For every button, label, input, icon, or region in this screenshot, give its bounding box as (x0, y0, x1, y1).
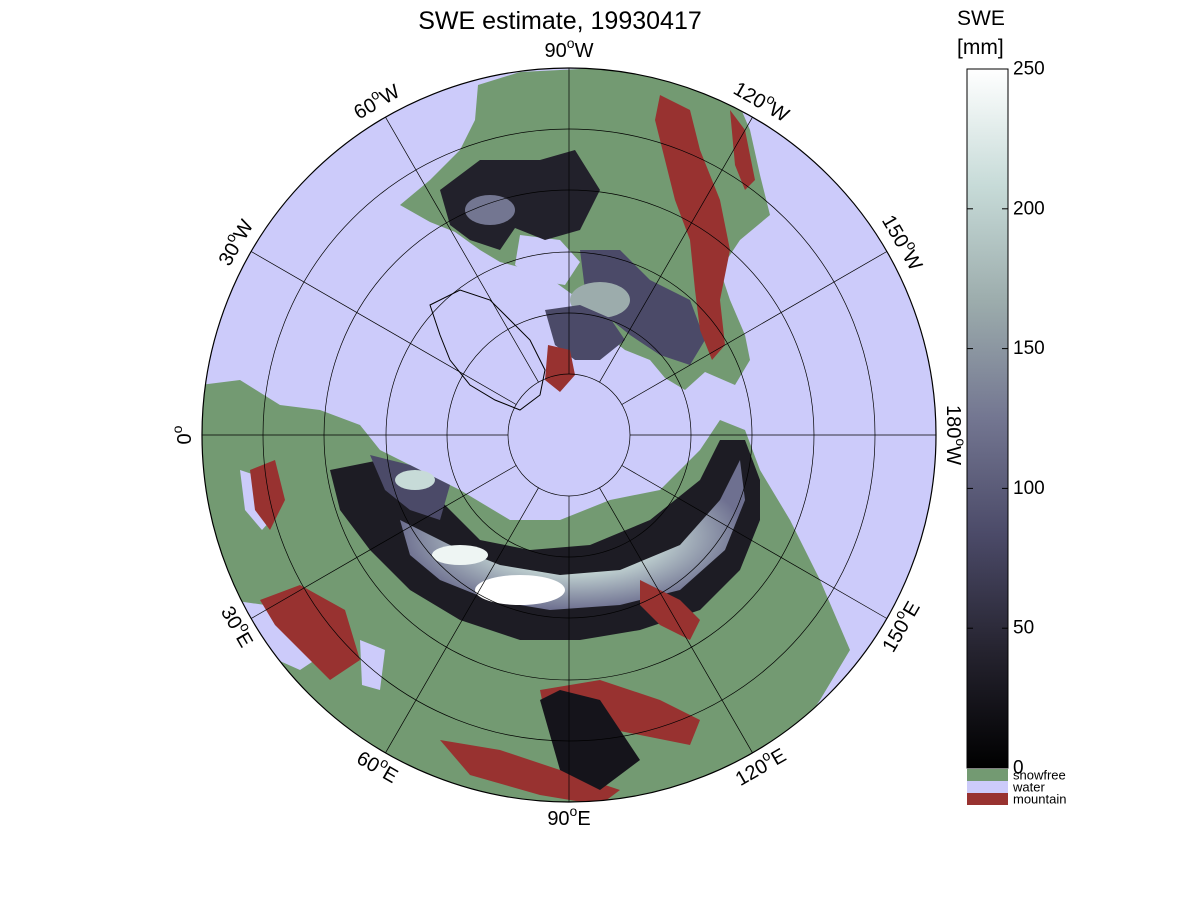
hemisphere-suffix: W (942, 446, 964, 465)
colorbar-tick-label: 100 (1013, 478, 1045, 499)
siberia-snow-peak (475, 575, 565, 605)
europe-mountain (250, 460, 285, 530)
degree-symbol: o (570, 803, 578, 819)
degree-symbol: o (953, 438, 969, 446)
category-swatch-water (967, 781, 1008, 793)
siberia-snow-light (400, 460, 745, 610)
colorbar-tick-label: 0 (1013, 758, 1024, 779)
colorbar: SWE [mm] 0 50 100 150 200 250 snowfreewatermo… (957, 7, 1066, 807)
meridian-label-180: 180oW (942, 405, 969, 465)
hudson-bay (515, 235, 580, 285)
colorbar-ticks: 0 50 100 150 200 250 (967, 59, 1045, 779)
greenland-coast (429, 289, 546, 411)
arctic-island-mountain (545, 345, 575, 392)
colorbar-tick-label: 50 (1013, 618, 1034, 639)
meridian-line-60 (385, 116, 539, 383)
meridian-label-value: 180 (942, 405, 964, 438)
colorbar-tick-label: 200 (1013, 198, 1045, 219)
meridian-line-210 (621, 465, 888, 619)
himalaya-mountain (440, 740, 620, 802)
meridian-label-value: 90 (545, 40, 567, 62)
category-label-water: water (1012, 780, 1045, 795)
north-america-snow-mid (465, 195, 515, 225)
meridian-line-120 (599, 116, 753, 383)
siberia-snow-peak-2 (432, 545, 488, 565)
map-boundary (201, 67, 937, 803)
meridian-label-value: 60 (353, 747, 383, 777)
meridian-label-value: 0 (174, 433, 196, 444)
scandinavia-snow-light (395, 470, 435, 490)
meridian-line-150 (621, 251, 888, 405)
hemisphere-suffix: E (768, 744, 791, 770)
meridian-label-value: 90 (547, 808, 569, 830)
north-america-snow (440, 150, 600, 250)
hemisphere-suffix: E (577, 808, 590, 830)
alaska-mountain (730, 110, 755, 190)
hemisphere-suffix: E (231, 629, 257, 652)
category-label-snowfree: snowfree (1013, 768, 1066, 783)
rockies-mountain (655, 95, 730, 360)
graticule (202, 68, 936, 802)
alps-mountain (260, 585, 360, 680)
meridian-label-90: 90oW (545, 35, 594, 62)
meridian-line-30 (250, 251, 517, 405)
degree-symbol: o (169, 425, 185, 433)
colorbar-gradient (966, 68, 1009, 769)
meridian-label-value: 30 (215, 239, 245, 269)
colorbar-tick-label: 250 (1013, 59, 1045, 80)
chart-title: SWE estimate, 19930417 (418, 7, 702, 35)
hemisphere-suffix: W (898, 247, 927, 274)
meridian-label-0: 0o (169, 425, 196, 444)
colorbar-tick-label: 150 (1013, 338, 1045, 359)
hemisphere-suffix: W (575, 40, 594, 62)
polar-map (202, 68, 936, 802)
colorbar-title-line1: SWE (957, 7, 1005, 30)
caspian-sea (360, 640, 385, 690)
meridian-line-330 (250, 465, 517, 619)
category-swatch-snowfree (967, 769, 1008, 781)
hemisphere-suffix: W (376, 81, 403, 110)
colorbar-title-line2: [mm] (957, 36, 1004, 59)
meridian-label-270: 90oE (547, 803, 590, 830)
degree-symbol: o (567, 35, 575, 51)
meridian-line-240 (599, 487, 753, 754)
category-label-mountain: mountain (1013, 792, 1066, 807)
category-swatch-mountain (967, 793, 1008, 805)
meridian-line-300 (385, 487, 539, 754)
